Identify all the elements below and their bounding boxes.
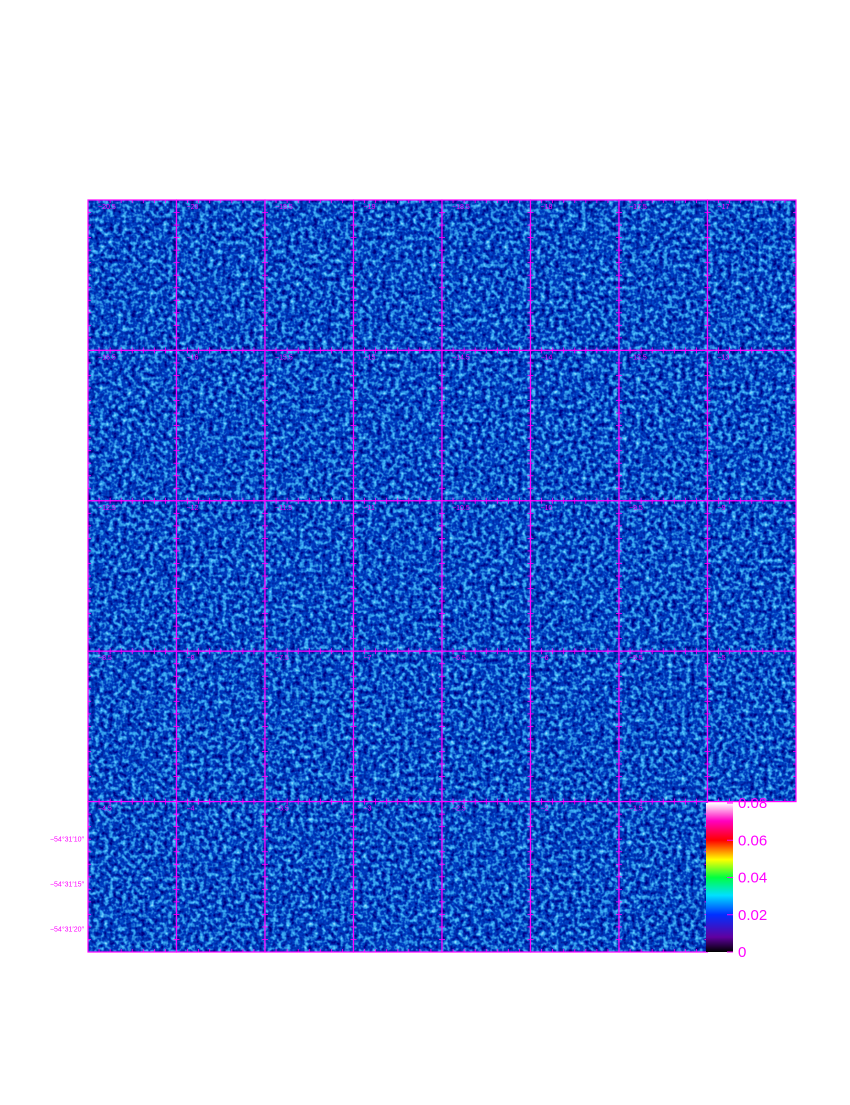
panel-image: [619, 801, 708, 952]
velocity-label: −3.5: [275, 806, 289, 813]
panel-image: [442, 200, 531, 351]
panel-image: [707, 500, 796, 652]
panel-image: [442, 500, 531, 652]
panel-image: [265, 500, 354, 652]
colorbar-tick-label: 0.06: [738, 832, 767, 849]
panel-image: [353, 651, 442, 802]
velocity-label: −4: [187, 806, 195, 813]
panel-image: [265, 801, 354, 952]
velocity-label: −12: [187, 505, 199, 512]
velocity-label: −1.5: [629, 806, 643, 813]
panel-image: [176, 801, 265, 952]
velocity-label: −3: [364, 806, 372, 813]
colorbar-tick-label: 0.04: [738, 870, 767, 887]
panel-image: [707, 200, 796, 351]
velocity-label: −9: [718, 505, 726, 512]
velocity-label: −9.5: [629, 505, 643, 512]
velocity-label: −18.5: [452, 204, 470, 211]
panel-image: [88, 200, 177, 351]
velocity-label: −13: [718, 354, 730, 361]
panel-image: [619, 350, 708, 501]
panel-image: [176, 500, 265, 652]
velocity-label: −5.5: [629, 655, 643, 662]
panel-image: [88, 801, 177, 952]
velocity-label: −5: [718, 655, 726, 662]
velocity-label: −11.5: [275, 505, 292, 512]
velocity-label: −14.5: [452, 354, 470, 361]
velocity-label: −15.5: [275, 354, 293, 361]
velocity-label: −19: [364, 204, 376, 211]
velocity-label: −8: [187, 655, 195, 662]
panel-image: [265, 651, 354, 802]
velocity-label: −17: [718, 204, 730, 211]
panel-image: [176, 651, 265, 802]
panel-image: [530, 200, 619, 351]
velocity-label: −17.5: [629, 204, 647, 211]
velocity-label: −18: [541, 204, 553, 211]
panel-image: [353, 801, 442, 952]
velocity-label: −16: [187, 354, 199, 361]
panel-image: [530, 651, 619, 802]
panel-image: [265, 200, 354, 351]
velocity-label: −14: [541, 354, 553, 361]
panel-image: [353, 500, 442, 652]
panel-image: [442, 801, 531, 952]
velocity-label: −7: [364, 655, 372, 662]
panel-image: [530, 350, 619, 501]
dec-label: −54°31′15″: [50, 881, 85, 889]
panel-image: [353, 200, 442, 351]
velocity-label: −10.5: [452, 505, 470, 512]
velocity-label: −10: [541, 505, 553, 512]
panel-image: [619, 500, 708, 652]
velocity-label: −4.5: [98, 806, 112, 813]
dec-label: −54°31′20″: [50, 926, 85, 934]
panel-image: [176, 350, 265, 501]
velocity-label: −6.5: [452, 655, 466, 662]
panel-image: [707, 350, 796, 501]
velocity-label: −20.5: [98, 204, 116, 211]
velocity-label: −16.5: [98, 354, 116, 361]
panel-image: [530, 500, 619, 652]
velocity-label: −2: [541, 806, 549, 813]
colorbar-tick-label: 0: [738, 944, 746, 961]
velocity-label: −19.5: [275, 204, 293, 211]
panel-image: [442, 350, 531, 501]
panel-image: [88, 500, 177, 652]
panel-image: [530, 801, 619, 952]
velocity-label: −8.5: [98, 655, 112, 662]
velocity-label: −15: [364, 354, 376, 361]
panel-image: [88, 651, 177, 802]
velocity-label: −7.5: [275, 655, 289, 662]
panel-image: [442, 651, 531, 802]
panel-image: [353, 350, 442, 501]
panel-image: [707, 651, 796, 802]
dec-label: −54°31′10″: [50, 836, 85, 844]
colorbar-tick-label: 0.08: [738, 795, 767, 812]
velocity-label: −20: [187, 204, 199, 211]
panel-image: [176, 200, 265, 351]
colorbar-tick-label: 0.02: [738, 907, 767, 924]
velocity-label: −2.5: [452, 806, 466, 813]
velocity-label: −13.5: [629, 354, 647, 361]
velocity-label: −12.5: [98, 505, 116, 512]
panel-image: [619, 651, 708, 802]
panel-image: [265, 350, 354, 501]
panel-image: [619, 200, 708, 351]
velocity-label: −11: [364, 505, 375, 512]
panel-image: [88, 350, 177, 501]
velocity-label: −6: [541, 655, 549, 662]
